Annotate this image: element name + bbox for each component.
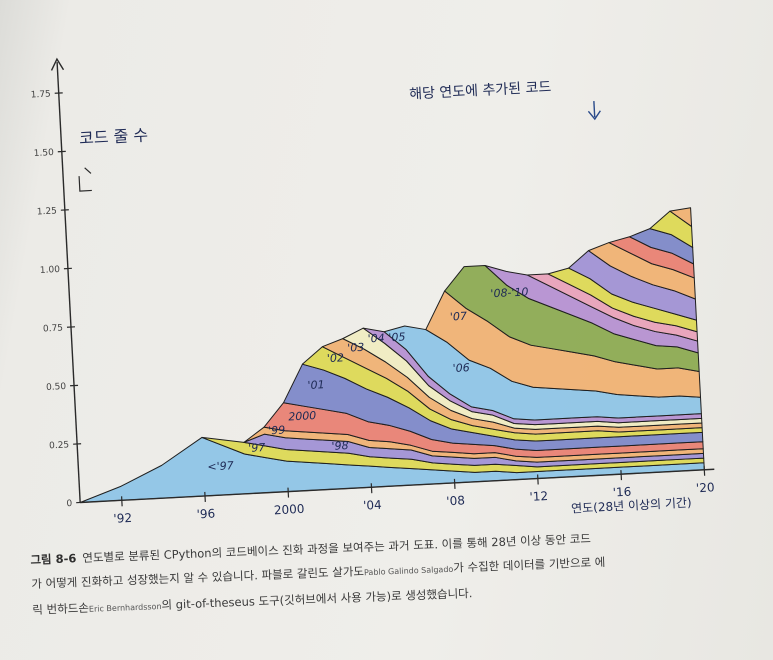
- series-label: '99: [268, 424, 286, 438]
- y-tick-label: 0.75: [43, 323, 64, 334]
- x-axis-line: [80, 468, 715, 504]
- x-tick-label: '04: [363, 498, 382, 513]
- x-tick-label: '08: [446, 493, 465, 508]
- x-tick-mark: [121, 496, 123, 507]
- figure-label: 그림 8-6: [30, 551, 77, 567]
- x-tick-label: '96: [196, 506, 215, 521]
- x-tick-mark: [537, 474, 539, 485]
- series-label: '08-'10: [490, 285, 529, 300]
- caption-text-2b: 가 수집한 데이터를 기반으로 에: [453, 554, 606, 575]
- series-label: '02: [327, 351, 345, 365]
- series-label: '98: [331, 439, 349, 453]
- y-axis-arrow-icon: [50, 57, 65, 71]
- y-tick-label: 0.25: [49, 440, 70, 451]
- y-tick-label: 0.50: [46, 382, 67, 393]
- axes: [50, 57, 715, 504]
- area-20-21: [669, 207, 693, 227]
- series-label: 2000: [288, 409, 317, 423]
- x-axis-label: 연도(28년 이상의 기간): [571, 496, 692, 516]
- series-label: '03: [347, 341, 365, 355]
- x-tick-mark: [703, 465, 706, 476]
- series-label: '04: [367, 332, 385, 346]
- y-tick-label: 0: [66, 499, 73, 509]
- y-label-pointer-icon: [78, 167, 92, 192]
- author-name-1: Pablo Galindo Salgado: [363, 564, 454, 578]
- y-tick-label: 1.50: [34, 148, 55, 159]
- series-label: '05: [388, 330, 406, 344]
- x-tick-label: 2000: [274, 502, 305, 518]
- y-tick-group: 0 0.25 0.50 0.75 1.00 1.25 1.50 1.75: [30, 89, 85, 509]
- area-series-group: [79, 207, 705, 503]
- author-name-2: Eric Bernhardsson: [88, 601, 162, 614]
- annotation-text: 해당 연도에 추가된 코드: [409, 79, 552, 102]
- y-axis-line: [56, 62, 81, 503]
- annotation-arrow-icon: [587, 101, 601, 121]
- x-tick-mark: [204, 491, 206, 502]
- y-tick-label: 1.00: [40, 265, 61, 276]
- x-tick-label: '16: [612, 485, 631, 500]
- series-label: '07: [450, 310, 468, 324]
- series-label: '97: [248, 441, 266, 455]
- caption-text-3a: 릭 번하드손: [32, 600, 90, 617]
- stacked-area-chart: 0 0.25 0.50 0.75 1.00 1.25 1.50 1.75 '92 '96 2000…: [30, 57, 715, 526]
- x-tick-mark: [620, 470, 623, 481]
- plot-area: 0 0.25 0.50 0.75 1.00 1.25 1.50 1.75 '92 '96 2000…: [30, 57, 715, 526]
- series-label: <'97: [207, 459, 234, 473]
- x-tick-label: '92: [113, 511, 132, 526]
- y-tick-label: 1.75: [30, 89, 51, 100]
- y-axis-label: 코드 줄 수: [79, 125, 149, 148]
- x-tick-label: '12: [529, 489, 548, 504]
- x-tick-group: '92 '96 2000 '04 '08 '12 '16 '20: [113, 465, 715, 526]
- y-tick-label: 1.25: [37, 206, 58, 217]
- x-tick-label: '20: [696, 480, 715, 495]
- series-label: '06: [452, 361, 470, 375]
- x-tick-mark: [453, 478, 456, 489]
- x-tick-mark: [287, 487, 290, 498]
- series-label: '01: [307, 378, 325, 392]
- x-tick-mark: [370, 483, 373, 494]
